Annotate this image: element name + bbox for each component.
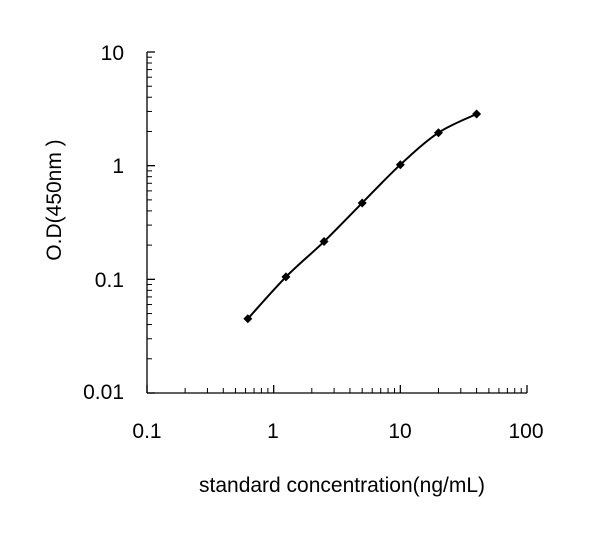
data-point <box>395 160 405 170</box>
data-point <box>357 198 367 208</box>
y-axis-title: O.D(450nm ) <box>43 139 66 260</box>
minor-ticks <box>147 56 522 393</box>
x-tick-label: 0.1 <box>132 420 161 443</box>
data-point <box>243 314 253 324</box>
y-tick-label: 10 <box>101 42 124 65</box>
series-line <box>247 113 478 320</box>
x-tick-label: 10 <box>388 420 411 443</box>
data-point <box>281 272 291 282</box>
y-tick-label: 1 <box>112 155 124 178</box>
x-tick-label: 1 <box>267 420 279 443</box>
plot-area <box>146 51 528 394</box>
data-point <box>433 128 443 138</box>
major-ticks <box>146 51 528 394</box>
data-point <box>472 109 482 119</box>
data-point <box>319 237 329 247</box>
y-tick-labels: 0.01 0.1 1 10 <box>83 42 124 404</box>
y-tick-label: 0.01 <box>83 381 124 404</box>
x-tick-labels: 0.1 1 10 100 <box>132 420 543 443</box>
x-axis-title: standard concentration(ng/mL) <box>199 474 485 497</box>
y-tick-label: 0.1 <box>95 269 124 292</box>
data-markers <box>243 109 482 324</box>
x-tick-label: 100 <box>508 420 543 443</box>
